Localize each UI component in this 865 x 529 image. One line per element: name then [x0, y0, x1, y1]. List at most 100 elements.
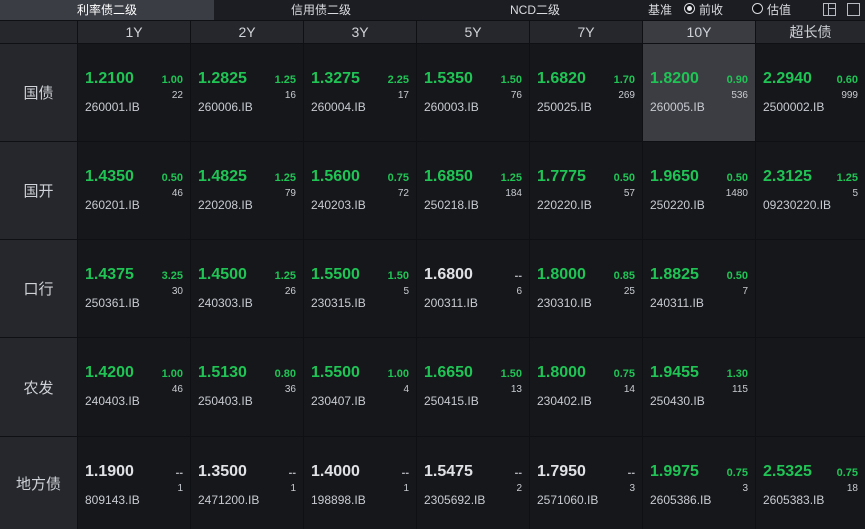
bond-code: 230315.IB: [311, 296, 366, 310]
bond-code: 09230220.IB: [763, 198, 832, 212]
bond-code: 809143.IB: [85, 493, 140, 507]
basis-label: 基准: [648, 3, 673, 17]
column-header-4[interactable]: 7Y: [530, 21, 642, 43]
quote-cell[interactable]: 1.8200 0.90 536 260005.IB: [643, 44, 755, 141]
quote-cell[interactable]: 1.6820 1.70 269 250025.IB: [530, 44, 642, 141]
quote-cell[interactable]: 1.4000 -- 1 198898.IB: [304, 437, 416, 529]
quote-cell[interactable]: 1.9650 0.50 1480 250220.IB: [643, 142, 755, 239]
quote-cell[interactable]: 2.2940 0.60 999 2500002.IB: [756, 44, 865, 141]
quote-cell[interactable]: 1.5475 -- 2 2305692.IB: [417, 437, 529, 529]
quote-cell[interactable]: 1.4200 1.00 46 240403.IB: [78, 338, 190, 436]
quote-cell[interactable]: 1.4350 0.50 46 260201.IB: [78, 142, 190, 239]
volume-value: 18: [846, 483, 858, 494]
tab-credit-bond[interactable]: 信用债二级: [290, 3, 351, 17]
column-header-6[interactable]: 超长债: [756, 21, 865, 43]
row-header: 国债: [0, 44, 77, 141]
quote-cell[interactable]: 1.8000 0.85 25 230310.IB: [530, 240, 642, 337]
change-value: 1.50: [387, 270, 409, 282]
quote-cell[interactable]: 1.7950 -- 3 2571060.IB: [530, 437, 642, 529]
quote-cell[interactable]: 1.5130 0.80 36 250403.IB: [191, 338, 303, 436]
quote-cell[interactable]: 1.6800 -- 6 200311.IB: [417, 240, 529, 337]
yield-value: 2.2940: [763, 70, 812, 87]
bond-code: 260003.IB: [424, 100, 479, 114]
yield-value: 1.2100: [85, 70, 134, 87]
quote-cell[interactable]: 1.5500 1.50 5 230315.IB: [304, 240, 416, 337]
column-header-2[interactable]: 3Y: [304, 21, 416, 43]
volume-value: 1: [403, 483, 409, 494]
bond-code: 260006.IB: [198, 100, 253, 114]
tab-ncd[interactable]: NCD二级: [510, 3, 560, 17]
quote-cell[interactable]: 1.8825 0.50 7 240311.IB: [643, 240, 755, 337]
change-value: 0.60: [836, 74, 858, 86]
radio-valuation-label[interactable]: 估值: [767, 3, 792, 17]
quote-cell[interactable]: 1.2100 1.00 22 260001.IB: [78, 44, 190, 141]
quote-cell[interactable]: 1.5500 1.00 4 230407.IB: [304, 338, 416, 436]
yield-value: 1.5500: [311, 364, 360, 381]
change-value: 0.80: [274, 368, 296, 380]
window-icon[interactable]: [847, 3, 860, 16]
change-value: 0.50: [613, 172, 635, 184]
bond-code: 260004.IB: [311, 100, 366, 114]
volume-value: 184: [505, 188, 522, 199]
quote-cell[interactable]: 1.4500 1.25 26 240303.IB: [191, 240, 303, 337]
bond-code: 250361.IB: [85, 296, 140, 310]
volume-value: 46: [171, 188, 183, 199]
change-value: 2.25: [387, 74, 409, 86]
row-header: 地方债: [0, 437, 77, 529]
volume-value: 6: [516, 286, 522, 297]
bond-code: 2500002.IB: [763, 100, 825, 114]
yield-value: 1.6850: [424, 168, 473, 185]
quote-cell[interactable]: 1.7775 0.50 57 220220.IB: [530, 142, 642, 239]
change-value: --: [288, 467, 296, 479]
quote-cell[interactable]: 2.5325 0.75 18 2605383.IB: [756, 437, 865, 529]
bond-code: 230310.IB: [537, 296, 592, 310]
volume-value: 13: [510, 384, 522, 395]
column-header-1[interactable]: 2Y: [191, 21, 303, 43]
quote-cell[interactable]: 1.5600 0.75 72 240203.IB: [304, 142, 416, 239]
layout-icon[interactable]: [823, 3, 836, 16]
volume-value: 25: [623, 286, 635, 297]
change-value: 0.50: [726, 270, 748, 282]
change-value: 0.75: [613, 368, 635, 380]
change-value: 1.50: [500, 74, 522, 86]
bond-code: 250025.IB: [537, 100, 592, 114]
volume-value: 57: [623, 188, 635, 199]
quote-cell[interactable]: 1.8000 0.75 14 230402.IB: [530, 338, 642, 436]
quote-cell[interactable]: 1.4375 3.25 30 250361.IB: [78, 240, 190, 337]
quote-cell[interactable]: 1.3500 -- 1 2471200.IB: [191, 437, 303, 529]
quote-cell[interactable]: 1.6650 1.50 13 250415.IB: [417, 338, 529, 436]
volume-value: 16: [284, 90, 296, 101]
column-header-3[interactable]: 5Y: [417, 21, 529, 43]
quote-cell[interactable]: 1.9455 1.30 115 250430.IB: [643, 338, 755, 436]
volume-value: 14: [623, 384, 635, 395]
yield-value: 1.1900: [85, 463, 134, 480]
radio-valuation[interactable]: [752, 3, 763, 14]
yield-value: 1.8200: [650, 70, 699, 87]
quote-cell[interactable]: 1.4825 1.25 79 220208.IB: [191, 142, 303, 239]
yield-value: 1.6800: [424, 266, 473, 283]
yield-value: 1.8000: [537, 266, 586, 283]
volume-value: 1480: [725, 188, 748, 199]
quote-cell[interactable]: 1.2825 1.25 16 260006.IB: [191, 44, 303, 141]
radio-prev-close-label[interactable]: 前收: [699, 3, 724, 17]
volume-value: 1: [177, 483, 183, 494]
bond-code: 2605386.IB: [650, 493, 712, 507]
yield-value: 1.8825: [650, 266, 699, 283]
header-corner: [0, 21, 77, 43]
quote-cell[interactable]: 2.3125 1.25 5 09230220.IB: [756, 142, 865, 239]
yield-value: 1.9455: [650, 364, 699, 381]
volume-value: 4: [403, 384, 409, 395]
quote-cell[interactable]: 1.5350 1.50 76 260003.IB: [417, 44, 529, 141]
change-value: 1.00: [161, 368, 183, 380]
quote-cell[interactable]: 1.6850 1.25 184 250218.IB: [417, 142, 529, 239]
change-value: 1.25: [274, 270, 296, 282]
yield-value: 1.3500: [198, 463, 247, 480]
tab-rate-bond[interactable]: 利率债二级: [0, 0, 214, 20]
column-header-0[interactable]: 1Y: [78, 21, 190, 43]
quote-cell[interactable]: 1.3275 2.25 17 260004.IB: [304, 44, 416, 141]
column-header-5[interactable]: 10Y: [643, 21, 755, 43]
quote-cell[interactable]: 1.9975 0.75 3 2605386.IB: [643, 437, 755, 529]
radio-prev-close[interactable]: [684, 3, 695, 14]
quote-cell[interactable]: 1.1900 -- 1 809143.IB: [78, 437, 190, 529]
change-value: 0.50: [161, 172, 183, 184]
